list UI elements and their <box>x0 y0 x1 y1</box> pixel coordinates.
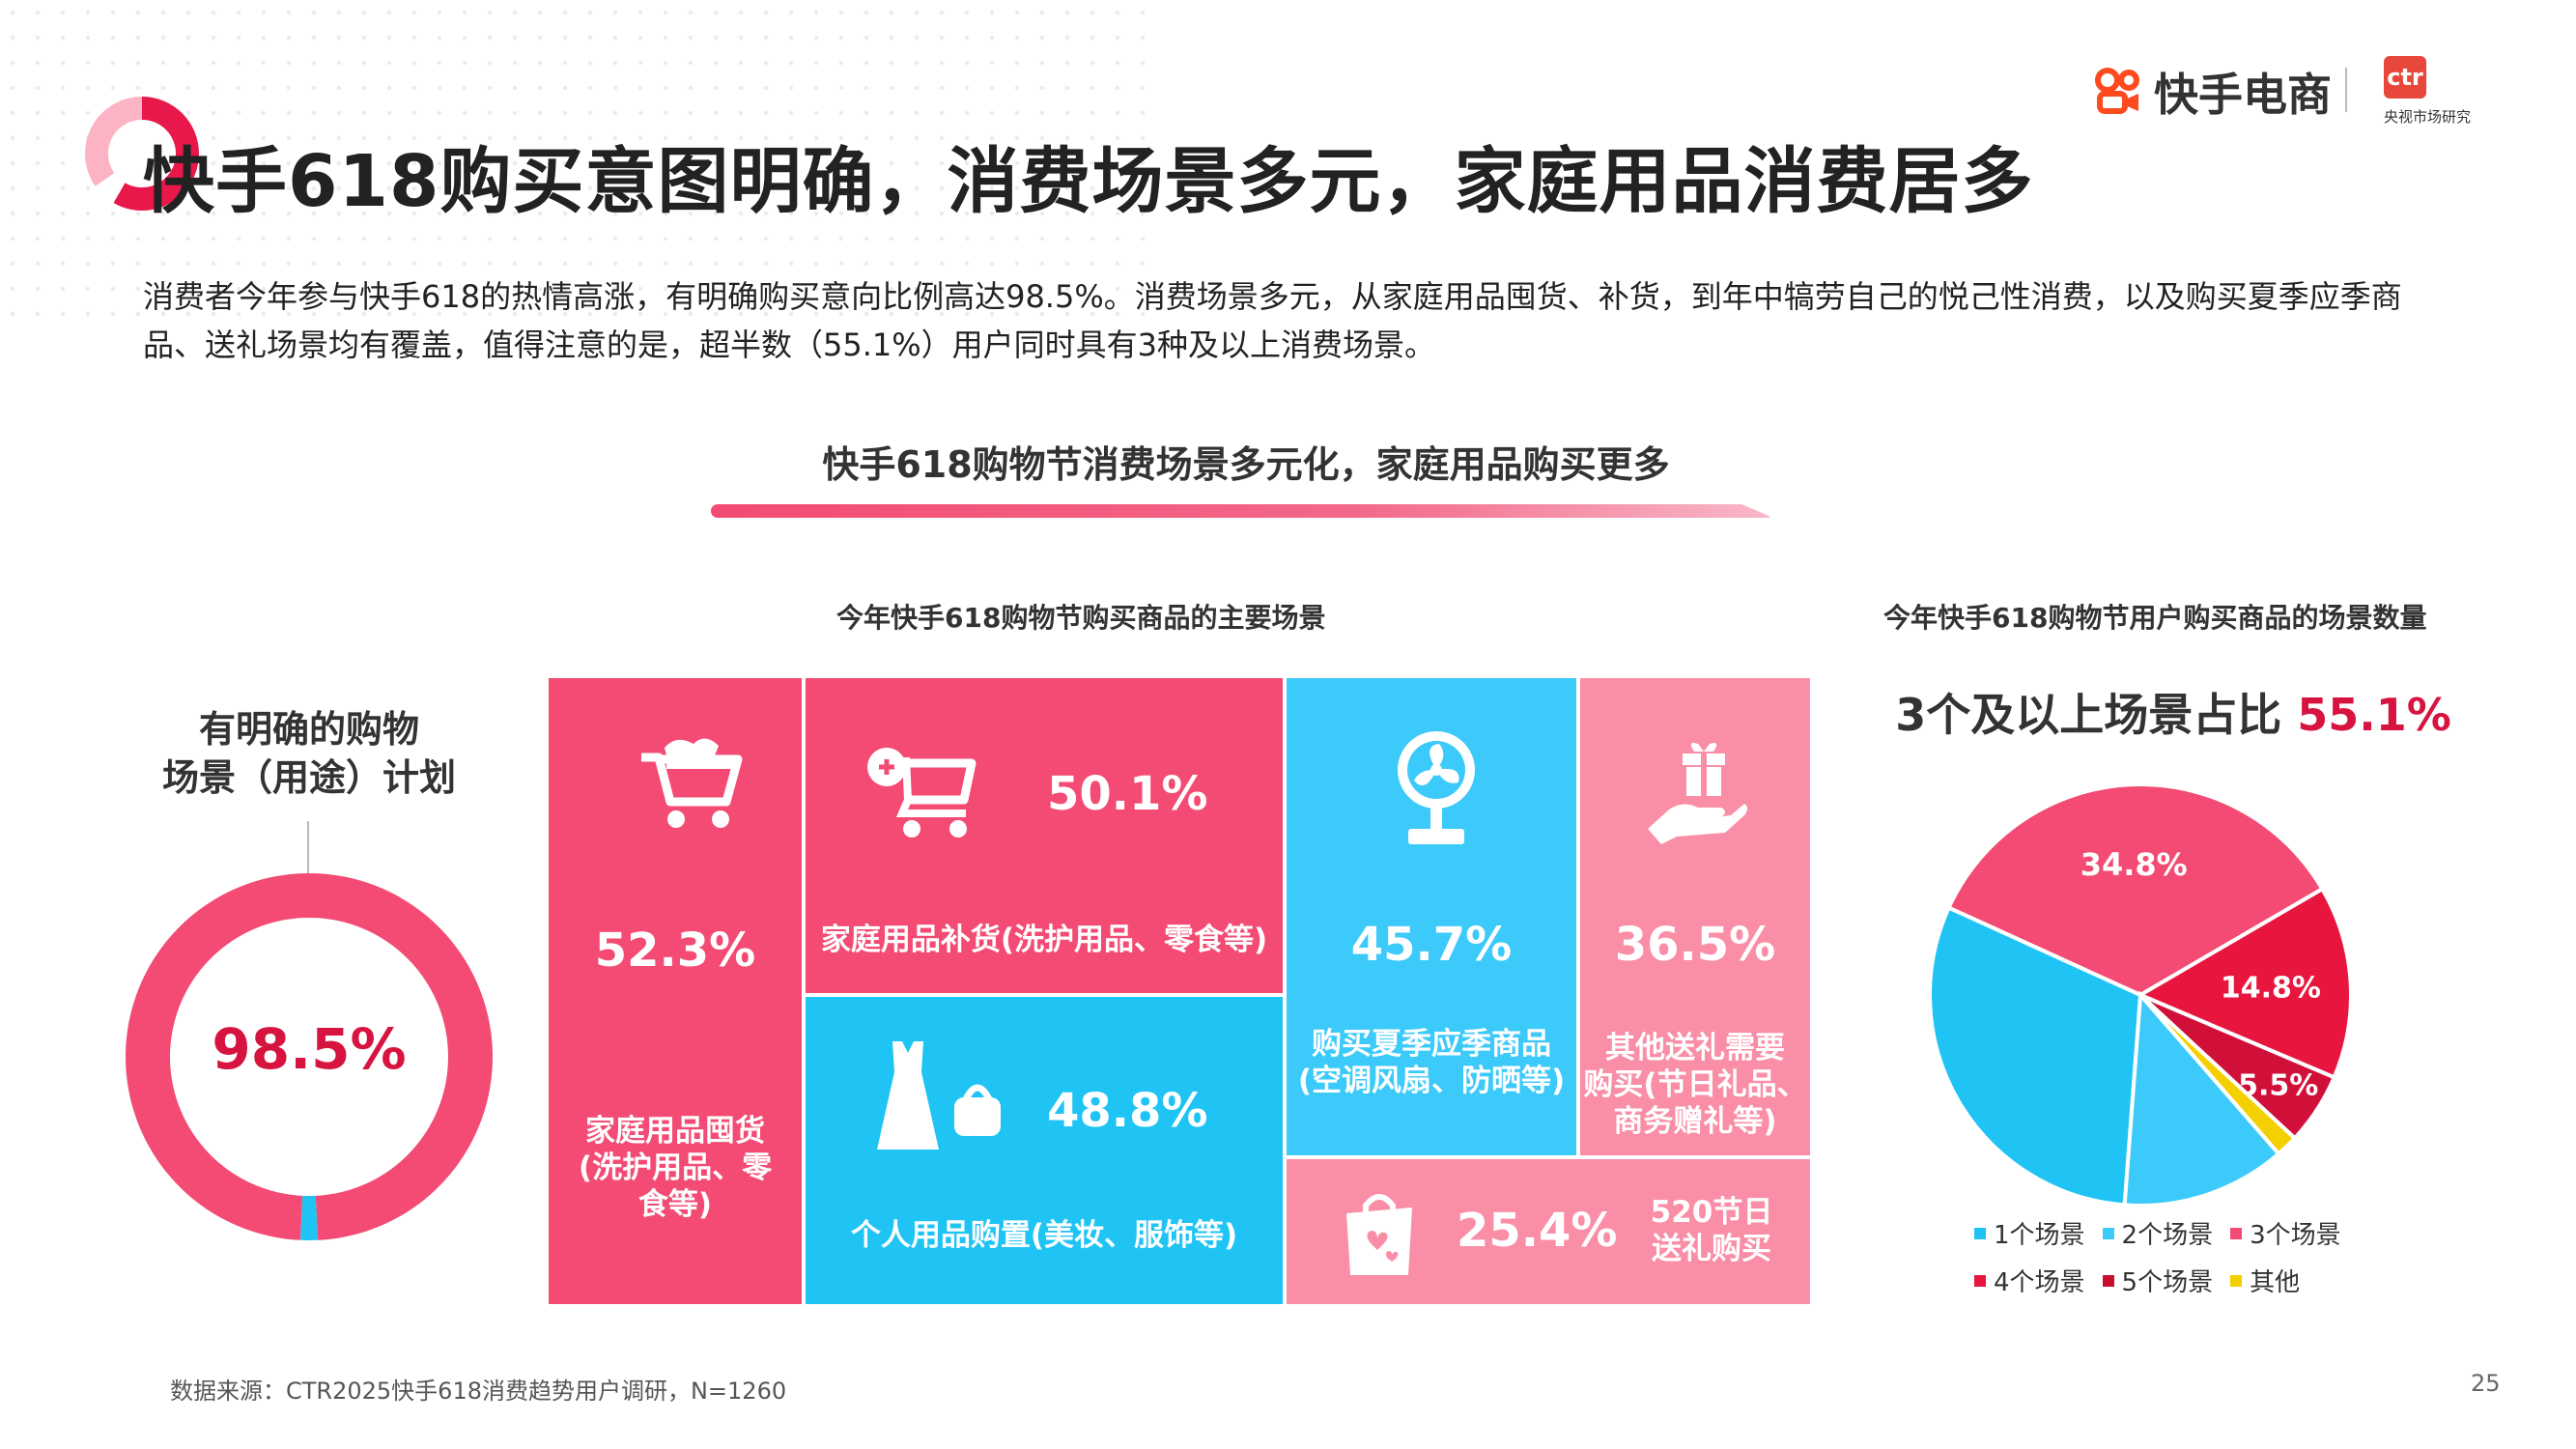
legend-item: 1个场景 <box>1974 1215 2085 1251</box>
tile-label: 个人用品购置(美妆、服饰等) <box>850 1218 1238 1253</box>
page-number: 25 <box>2471 1370 2501 1397</box>
legend-label: 2个场景 <box>2121 1221 2214 1250</box>
legend-swatch <box>1974 1274 1986 1287</box>
brand-divider <box>2345 68 2347 112</box>
tile-label: 其他送礼需要 购买(节日礼品、 商务赠礼等) <box>1580 1030 1810 1140</box>
fan-icon <box>1398 731 1475 844</box>
treemap-tile-stock: 52.3% 家庭用品囤货 (洗护用品、零 食等) <box>549 678 802 1304</box>
treemap-tile-restock: 50.1% 家庭用品补货(洗护用品、零食等) <box>806 678 1283 993</box>
treemap-tile-gift: 36.5% 其他送礼需要 购买(节日礼品、 商务赠礼等) <box>1580 678 1810 1155</box>
tile-label: 家庭用品补货(洗护用品、零食等) <box>820 923 1268 957</box>
donut-slice <box>300 1195 318 1240</box>
donut-title-line: 场景（用途）计划 <box>161 756 456 799</box>
tile-label-line: 520节日 <box>1650 1195 1773 1230</box>
ctr-logo: ctr <box>2384 56 2426 99</box>
pie-slice <box>1928 905 2143 1208</box>
cart-plus-icon <box>867 748 977 838</box>
pie-slice <box>2136 886 2353 1080</box>
legend-label: 1个场景 <box>1994 1221 2085 1250</box>
pie-headline-text: 3个及以上场景占比 <box>1895 689 2282 741</box>
legend-label: 其他 <box>2250 1268 2301 1297</box>
legend-item: 3个场景 <box>2230 1215 2341 1251</box>
tile-label-line: 购买(节日礼品、 <box>1583 1067 1807 1102</box>
tile-value: 45.7% <box>1350 918 1513 972</box>
pie-slice <box>2122 990 2281 1208</box>
pie-data-label: 34.8% <box>2081 846 2188 883</box>
donut-title: 有明确的购物 场景（用途）计划 <box>126 705 493 802</box>
page-title: 快手618购买意图明确，消费场景多元，家庭用品消费居多 <box>143 140 2034 223</box>
pie-title: 今年快手618购物节用户购买商品的场景数量 <box>1883 602 2427 634</box>
tile-label-line: 商务赠礼等) <box>1613 1104 1777 1139</box>
legend-swatch <box>2102 1227 2114 1239</box>
pie-data-label: 14.8% <box>2221 972 2321 1006</box>
intro-paragraph: 消费者今年参与快手618的热情高涨，有明确购买意向比例高达98.5%。消费场景多… <box>143 278 2402 363</box>
tile-label: 520节日 送礼购买 <box>1634 1194 1789 1267</box>
pie-headline-value: 55.1% <box>2297 689 2451 741</box>
legend-item: 4个场景 <box>1974 1263 2085 1298</box>
legend-label: 4个场景 <box>1994 1268 2085 1297</box>
treemap-tile-520: 25.4% 520节日 送礼购买 <box>1287 1159 1810 1304</box>
tile-value: 50.1% <box>1047 767 1208 821</box>
legend-item: 5个场景 <box>2102 1263 2214 1298</box>
tile-label: 家庭用品囤货 (洗护用品、零 食等) <box>549 1113 802 1223</box>
legend-item: 其他 <box>2230 1263 2300 1298</box>
pie-legend: 1个场景 2个场景 3个场景 4个场景 5个场景 其他 <box>1974 1215 2361 1298</box>
tile-value: 52.3% <box>594 923 756 978</box>
section-underline <box>711 504 1773 518</box>
treemap-tile-personal: 48.8% 个人用品购置(美妆、服饰等) <box>806 997 1283 1304</box>
donut-center-value: 98.5% <box>212 1016 407 1082</box>
pie-chart: 34.8%14.8%5.5% <box>1928 782 2353 1208</box>
brand-name: 快手电商 <box>2154 69 2332 121</box>
dress-bag-icon <box>877 1041 1001 1150</box>
tile-label: 购买夏季应季商品 (空调风扇、防晒等) <box>1287 1026 1576 1099</box>
shopping-cart-icon <box>641 738 743 828</box>
tile-label-line: 购买夏季应季商品 <box>1312 1027 1551 1062</box>
tile-value: 25.4% <box>1457 1204 1618 1258</box>
section-title: 快手618购物节消费场景多元化，家庭用品购买更多 <box>822 443 1670 486</box>
heart-bag-icon <box>1346 1194 1412 1275</box>
donut-chart <box>126 873 493 1240</box>
tile-label-line: 其他送礼需要 <box>1605 1031 1785 1065</box>
legend-label: 3个场景 <box>2250 1221 2341 1250</box>
tile-label-line: 送礼购买 <box>1652 1232 1771 1266</box>
legend-swatch <box>2102 1274 2114 1287</box>
tile-label-line: (洗护用品、零 <box>578 1151 773 1185</box>
kuaishou-ecommerce-logo: 快手电商 <box>2094 60 2332 124</box>
tile-label-line: 食等) <box>637 1187 713 1222</box>
treemap-title: 今年快手618购物节购买商品的主要场景 <box>836 602 1326 634</box>
tile-value: 48.8% <box>1047 1084 1208 1138</box>
donut-leader-line <box>307 821 309 898</box>
data-source: 数据来源：CTR2025快手618消费趋势用户调研，N=1260 <box>170 1378 787 1405</box>
ctr-subtitle: 央视市场研究 <box>2384 108 2472 126</box>
legend-swatch <box>2230 1274 2243 1287</box>
tile-value: 36.5% <box>1614 918 1776 972</box>
donut-title-line: 有明确的购物 <box>198 708 419 751</box>
pie-headline: 3个及以上场景占比 55.1% <box>1883 680 2463 744</box>
legend-label: 5个场景 <box>2121 1268 2214 1297</box>
legend-swatch <box>2230 1227 2243 1239</box>
tile-label-line: (空调风扇、防晒等) <box>1297 1064 1566 1098</box>
title-ring-decoration <box>85 97 199 211</box>
legend-swatch <box>1974 1227 1986 1239</box>
tile-label-line: 家庭用品囤货 <box>585 1114 765 1149</box>
kuaishou-icon <box>2095 68 2139 114</box>
gift-hand-icon <box>1648 743 1747 844</box>
legend-item: 2个场景 <box>2102 1215 2214 1251</box>
treemap-tile-summer: 45.7% 购买夏季应季商品 (空调风扇、防晒等) <box>1287 678 1576 1155</box>
